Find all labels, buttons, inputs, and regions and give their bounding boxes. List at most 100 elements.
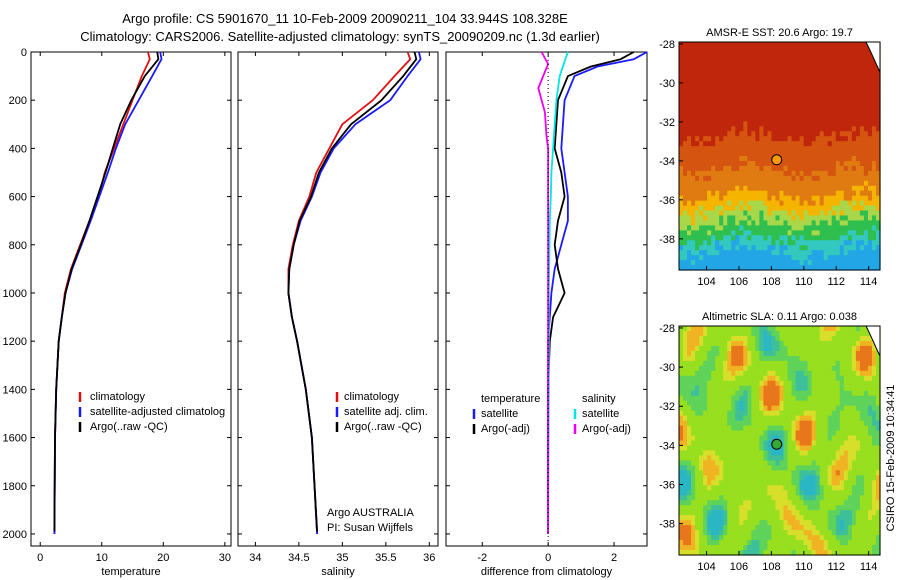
map-cell <box>723 185 728 192</box>
map-cell <box>863 180 869 187</box>
map-cell <box>811 415 817 422</box>
map-cell <box>755 420 760 427</box>
map-cell <box>843 106 849 112</box>
map-cell <box>843 136 849 142</box>
map-cell <box>867 535 873 541</box>
map-cell <box>747 460 752 466</box>
map-cell <box>871 245 877 251</box>
map-cell <box>771 215 777 222</box>
map-cell <box>723 200 728 207</box>
map-cell <box>815 180 821 187</box>
map-cell <box>683 355 688 362</box>
map-cell <box>787 435 793 442</box>
map-cell <box>735 190 740 197</box>
map-cell <box>847 345 853 352</box>
map-cell <box>803 345 809 352</box>
map-cell <box>835 385 841 392</box>
map-cell <box>759 180 765 187</box>
map-cell <box>827 360 833 367</box>
map-cell <box>823 415 829 422</box>
map-cell <box>719 46 724 53</box>
map-cell <box>795 245 801 251</box>
map-cell <box>863 405 869 412</box>
map-cell <box>747 440 752 447</box>
map-cell <box>779 365 785 372</box>
map-cell <box>863 235 869 241</box>
map-cell <box>783 195 789 202</box>
map-cell <box>871 390 877 397</box>
map-cell <box>795 210 801 217</box>
map-cell <box>863 190 869 197</box>
map-cell <box>739 326 744 332</box>
map-cell <box>747 435 752 442</box>
map-cell <box>739 151 744 157</box>
map-cell <box>691 131 696 137</box>
map-cell <box>843 485 849 491</box>
map-cell <box>827 160 833 167</box>
map-cell <box>795 106 801 112</box>
map-cell <box>723 235 728 241</box>
map-cell <box>779 61 785 68</box>
map-cell <box>715 540 720 546</box>
map-cell <box>827 76 833 83</box>
map-cell <box>687 475 692 481</box>
map-cell <box>771 460 777 466</box>
map-cell <box>699 495 704 501</box>
map-cell <box>839 490 845 496</box>
map-cell <box>691 76 696 83</box>
map-cell <box>679 250 684 256</box>
map-cell <box>847 355 853 362</box>
map-cell <box>771 530 777 536</box>
map-cell <box>695 215 700 222</box>
map-cell <box>715 170 720 177</box>
map-cell <box>819 530 825 536</box>
map-cell <box>823 535 829 541</box>
map-cell <box>819 405 825 412</box>
map-cell <box>739 61 744 68</box>
map-cell <box>755 400 760 407</box>
map-cell <box>787 210 793 217</box>
x-tick-label: 35.5 <box>375 552 396 564</box>
map-cell <box>851 56 857 63</box>
map-cell <box>719 420 724 427</box>
map-cell <box>863 121 869 127</box>
map-cell <box>831 42 837 48</box>
map-cell <box>823 51 829 58</box>
map-cell <box>759 425 765 432</box>
map-cell <box>795 175 801 182</box>
map-cell <box>807 480 813 486</box>
map-cell <box>751 400 756 407</box>
map-cell <box>755 480 760 486</box>
map-cell <box>767 430 773 437</box>
map-cell <box>727 101 732 108</box>
map-cell <box>791 131 797 137</box>
map-cell <box>859 205 865 212</box>
map-cell <box>691 395 696 402</box>
map-cell <box>839 380 845 387</box>
map-cell <box>731 220 736 226</box>
map-cell <box>811 56 817 63</box>
map-cell <box>855 395 861 402</box>
map-cell <box>739 255 744 261</box>
map-cell <box>751 430 756 437</box>
map-cell <box>779 345 785 352</box>
map-cell <box>723 550 728 556</box>
map-cell <box>795 111 801 117</box>
map-cell <box>727 400 732 407</box>
map-cell <box>839 480 845 486</box>
map-cell <box>851 71 857 78</box>
map-cell <box>863 42 869 48</box>
map-cell <box>795 525 801 531</box>
map-cell <box>775 385 781 392</box>
map-cell <box>695 116 700 122</box>
map-cell <box>767 485 773 491</box>
map-cell <box>787 530 793 536</box>
map-cell <box>811 156 817 162</box>
map-cell <box>867 121 873 127</box>
y-tick-label: 400 <box>9 143 27 155</box>
map-cell <box>863 131 869 137</box>
map-cell <box>787 505 793 511</box>
map-cell <box>683 545 688 551</box>
map-cell <box>743 165 748 172</box>
map-cell <box>807 71 813 78</box>
